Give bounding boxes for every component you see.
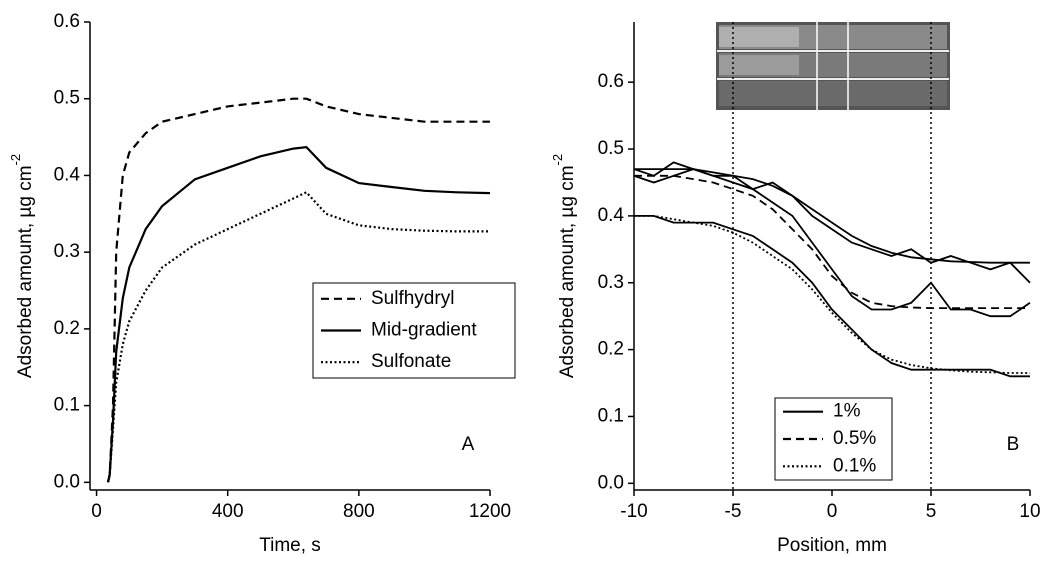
strip: [719, 81, 947, 106]
data-line: [106, 145, 491, 483]
data-line: [106, 97, 490, 483]
data-line: [634, 215, 1030, 374]
x-tick-label: 0: [827, 501, 838, 522]
y-tick-label: 0.0: [54, 471, 80, 492]
x-tick-label: 5: [926, 501, 937, 522]
x-tick-label: 0: [91, 501, 102, 522]
legend-label: 0.1%: [833, 455, 876, 476]
panel-label: A: [462, 434, 475, 455]
x-tick-label: 1200: [469, 501, 511, 522]
data-line: [634, 174, 1030, 309]
y-tick-label: 0.1: [598, 405, 624, 426]
y-tick-label: 0.4: [54, 164, 81, 185]
x-tick-label: -10: [620, 501, 647, 522]
y-axis-label-text: Adsorbed amount, µg cm: [557, 165, 578, 378]
y-tick-label: 0.6: [598, 71, 624, 92]
data-line: [633, 168, 1031, 318]
strip-glow: [719, 27, 799, 47]
legend-label: 1%: [833, 401, 861, 422]
inset-image: [716, 22, 950, 110]
y-axis-label: Adsorbed amount, µg cm-2: [8, 154, 36, 378]
y-tick-label: 0.0: [598, 472, 624, 493]
legend-label: Sulfonate: [371, 351, 451, 372]
data-line: [634, 215, 1030, 378]
legend-label: Mid-gradient: [371, 320, 477, 341]
x-tick-label: 10: [1019, 501, 1040, 522]
x-axis-label: Time, s: [259, 535, 321, 556]
x-axis-label: Position, mm: [777, 535, 887, 556]
y-tick-label: 0.1: [54, 395, 80, 416]
data-line: [634, 168, 1030, 264]
y-tick-label: 0.3: [54, 241, 80, 262]
strip-glow: [719, 55, 799, 75]
y-axis-label-superscript: -2: [8, 154, 23, 166]
panel-label: B: [1007, 434, 1020, 455]
y-axis-label-text: Adsorbed amount, µg cm: [15, 165, 36, 378]
y-tick-label: 0.3: [598, 272, 624, 293]
y-tick-label: 0.2: [598, 339, 624, 360]
legend-label: 0.5%: [833, 428, 876, 449]
y-tick-label: 0.6: [54, 11, 80, 32]
x-tick-label: 800: [343, 501, 375, 522]
x-tick-label: 400: [212, 501, 244, 522]
legend-label: Sulfhydryl: [371, 288, 454, 309]
y-tick-label: 0.2: [54, 318, 80, 339]
y-axis-label-superscript: -2: [550, 154, 565, 166]
y-axis-label: Adsorbed amount, µg cm-2: [550, 154, 578, 378]
y-tick-label: 0.5: [598, 138, 624, 159]
y-tick-label: 0.5: [54, 88, 80, 109]
x-tick-label: -5: [725, 501, 742, 522]
data-line: [106, 190, 490, 483]
y-tick-label: 0.4: [598, 205, 625, 226]
